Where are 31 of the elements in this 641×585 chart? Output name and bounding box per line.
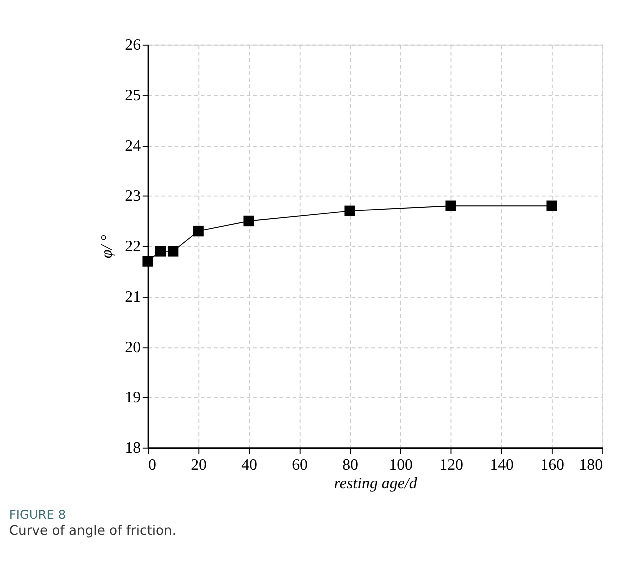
y-tick-label: 24 bbox=[125, 138, 142, 155]
x-tick-label: 0 bbox=[148, 456, 157, 474]
point bbox=[168, 246, 179, 257]
point bbox=[193, 226, 204, 237]
y-tick-label: 22 bbox=[125, 238, 142, 256]
x-tick-label: 140 bbox=[490, 456, 514, 474]
y-axis-title: φ/ ° bbox=[98, 234, 116, 259]
text: Curve of angle of friction. bbox=[9, 524, 176, 540]
x-tick-label: 80 bbox=[342, 456, 359, 474]
x-tick-label: 160 bbox=[540, 456, 565, 474]
point bbox=[546, 200, 558, 212]
y-tick-label: 21 bbox=[125, 288, 142, 306]
y-tick-label: 23 bbox=[125, 188, 142, 206]
point bbox=[142, 256, 154, 267]
y-tick-label: 19 bbox=[125, 390, 142, 407]
x-tick-label: 60 bbox=[292, 456, 308, 474]
y-tick-label: 25 bbox=[125, 87, 142, 104]
y-tick-label: 26 bbox=[125, 37, 142, 54]
point bbox=[244, 216, 254, 227]
x-tick-label: 20 bbox=[191, 456, 208, 474]
x-tick-label: 120 bbox=[440, 456, 464, 474]
x-tick-label: 180 bbox=[579, 456, 604, 474]
x-axis-title: resting age/d bbox=[334, 476, 418, 493]
x-tick-label: 40 bbox=[242, 456, 258, 474]
y-tick-label: 18 bbox=[125, 440, 142, 458]
caption: FIGURE 8 bbox=[9, 508, 66, 522]
x-tick-label: 100 bbox=[389, 456, 414, 474]
point bbox=[344, 206, 356, 217]
point bbox=[155, 246, 166, 257]
y-tick-label: 20 bbox=[125, 339, 142, 356]
point bbox=[446, 200, 456, 212]
